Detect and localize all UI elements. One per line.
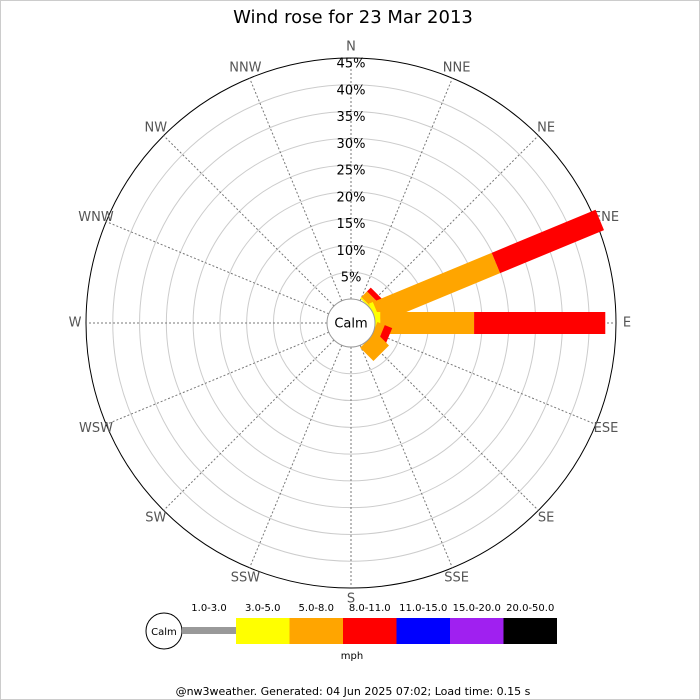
direction-label: N (346, 40, 356, 55)
y-tick-label: 15% (337, 217, 366, 232)
spoke (163, 339, 335, 511)
direction-label: NNE (443, 61, 471, 76)
y-tick-label: 5% (341, 271, 362, 286)
direction-label: W (69, 316, 82, 331)
direction-label: WSW (79, 421, 113, 436)
spoke (367, 135, 539, 307)
legend-swatch (182, 627, 236, 634)
spoke (367, 339, 539, 511)
y-tick-label: 35% (337, 110, 366, 125)
bar-segment (474, 312, 606, 334)
footer: @nw3weather. Generated: 04 Jun 2025 07:0… (176, 685, 531, 698)
legend-label: 1.0-3.0 (191, 603, 226, 614)
y-tick-label: 40% (337, 83, 366, 98)
y-tick-label: 10% (337, 244, 366, 259)
direction-label: NNW (229, 61, 261, 76)
y-tick-label: 45% (337, 57, 366, 72)
legend-label: 15.0-20.0 (453, 603, 501, 614)
direction-label: NW (145, 120, 168, 135)
bar-segment (360, 332, 390, 362)
direction-label: SW (145, 511, 166, 526)
legend-unit: mph (341, 651, 363, 662)
spoke (249, 77, 343, 302)
spoke (163, 135, 335, 307)
bar-segment (380, 312, 475, 334)
legend-label: 11.0-15.0 (399, 603, 447, 614)
direction-label: SSE (444, 570, 469, 585)
direction-label: SSW (231, 570, 261, 585)
legend-swatch (450, 618, 504, 644)
bar-segment (491, 209, 604, 274)
legend-swatch (343, 618, 397, 644)
direction-label: SE (538, 511, 554, 526)
legend-swatch (503, 618, 557, 644)
spoke (372, 331, 597, 425)
direction-label: ESE (594, 421, 619, 436)
chart-title: Wind rose for 23 Mar 2013 (233, 7, 473, 28)
legend-swatch (236, 618, 290, 644)
direction-label: S (347, 592, 355, 607)
legend-swatch (396, 618, 450, 644)
spoke (359, 344, 453, 569)
legend-calm-label: Calm (151, 627, 177, 638)
direction-label: E (623, 316, 631, 331)
y-tick-label: 25% (337, 164, 366, 179)
direction-label: NE (537, 120, 555, 135)
spoke (105, 331, 330, 425)
spoke (359, 77, 453, 302)
legend-label: 8.0-11.0 (349, 603, 391, 614)
calm-circle (326, 298, 376, 348)
spoke (249, 344, 343, 569)
legend-label: 20.0-50.0 (506, 603, 554, 614)
bar-segment (372, 252, 501, 323)
legend-label: 5.0-8.0 (299, 603, 334, 614)
y-tick-label: 20% (337, 190, 366, 205)
direction-label: WNW (78, 210, 114, 225)
legend-label: 3.0-5.0 (245, 603, 280, 614)
legend-swatch (289, 618, 343, 644)
y-tick-label: 30% (337, 137, 366, 152)
calm-label: Calm (334, 317, 367, 332)
spoke (105, 221, 330, 315)
